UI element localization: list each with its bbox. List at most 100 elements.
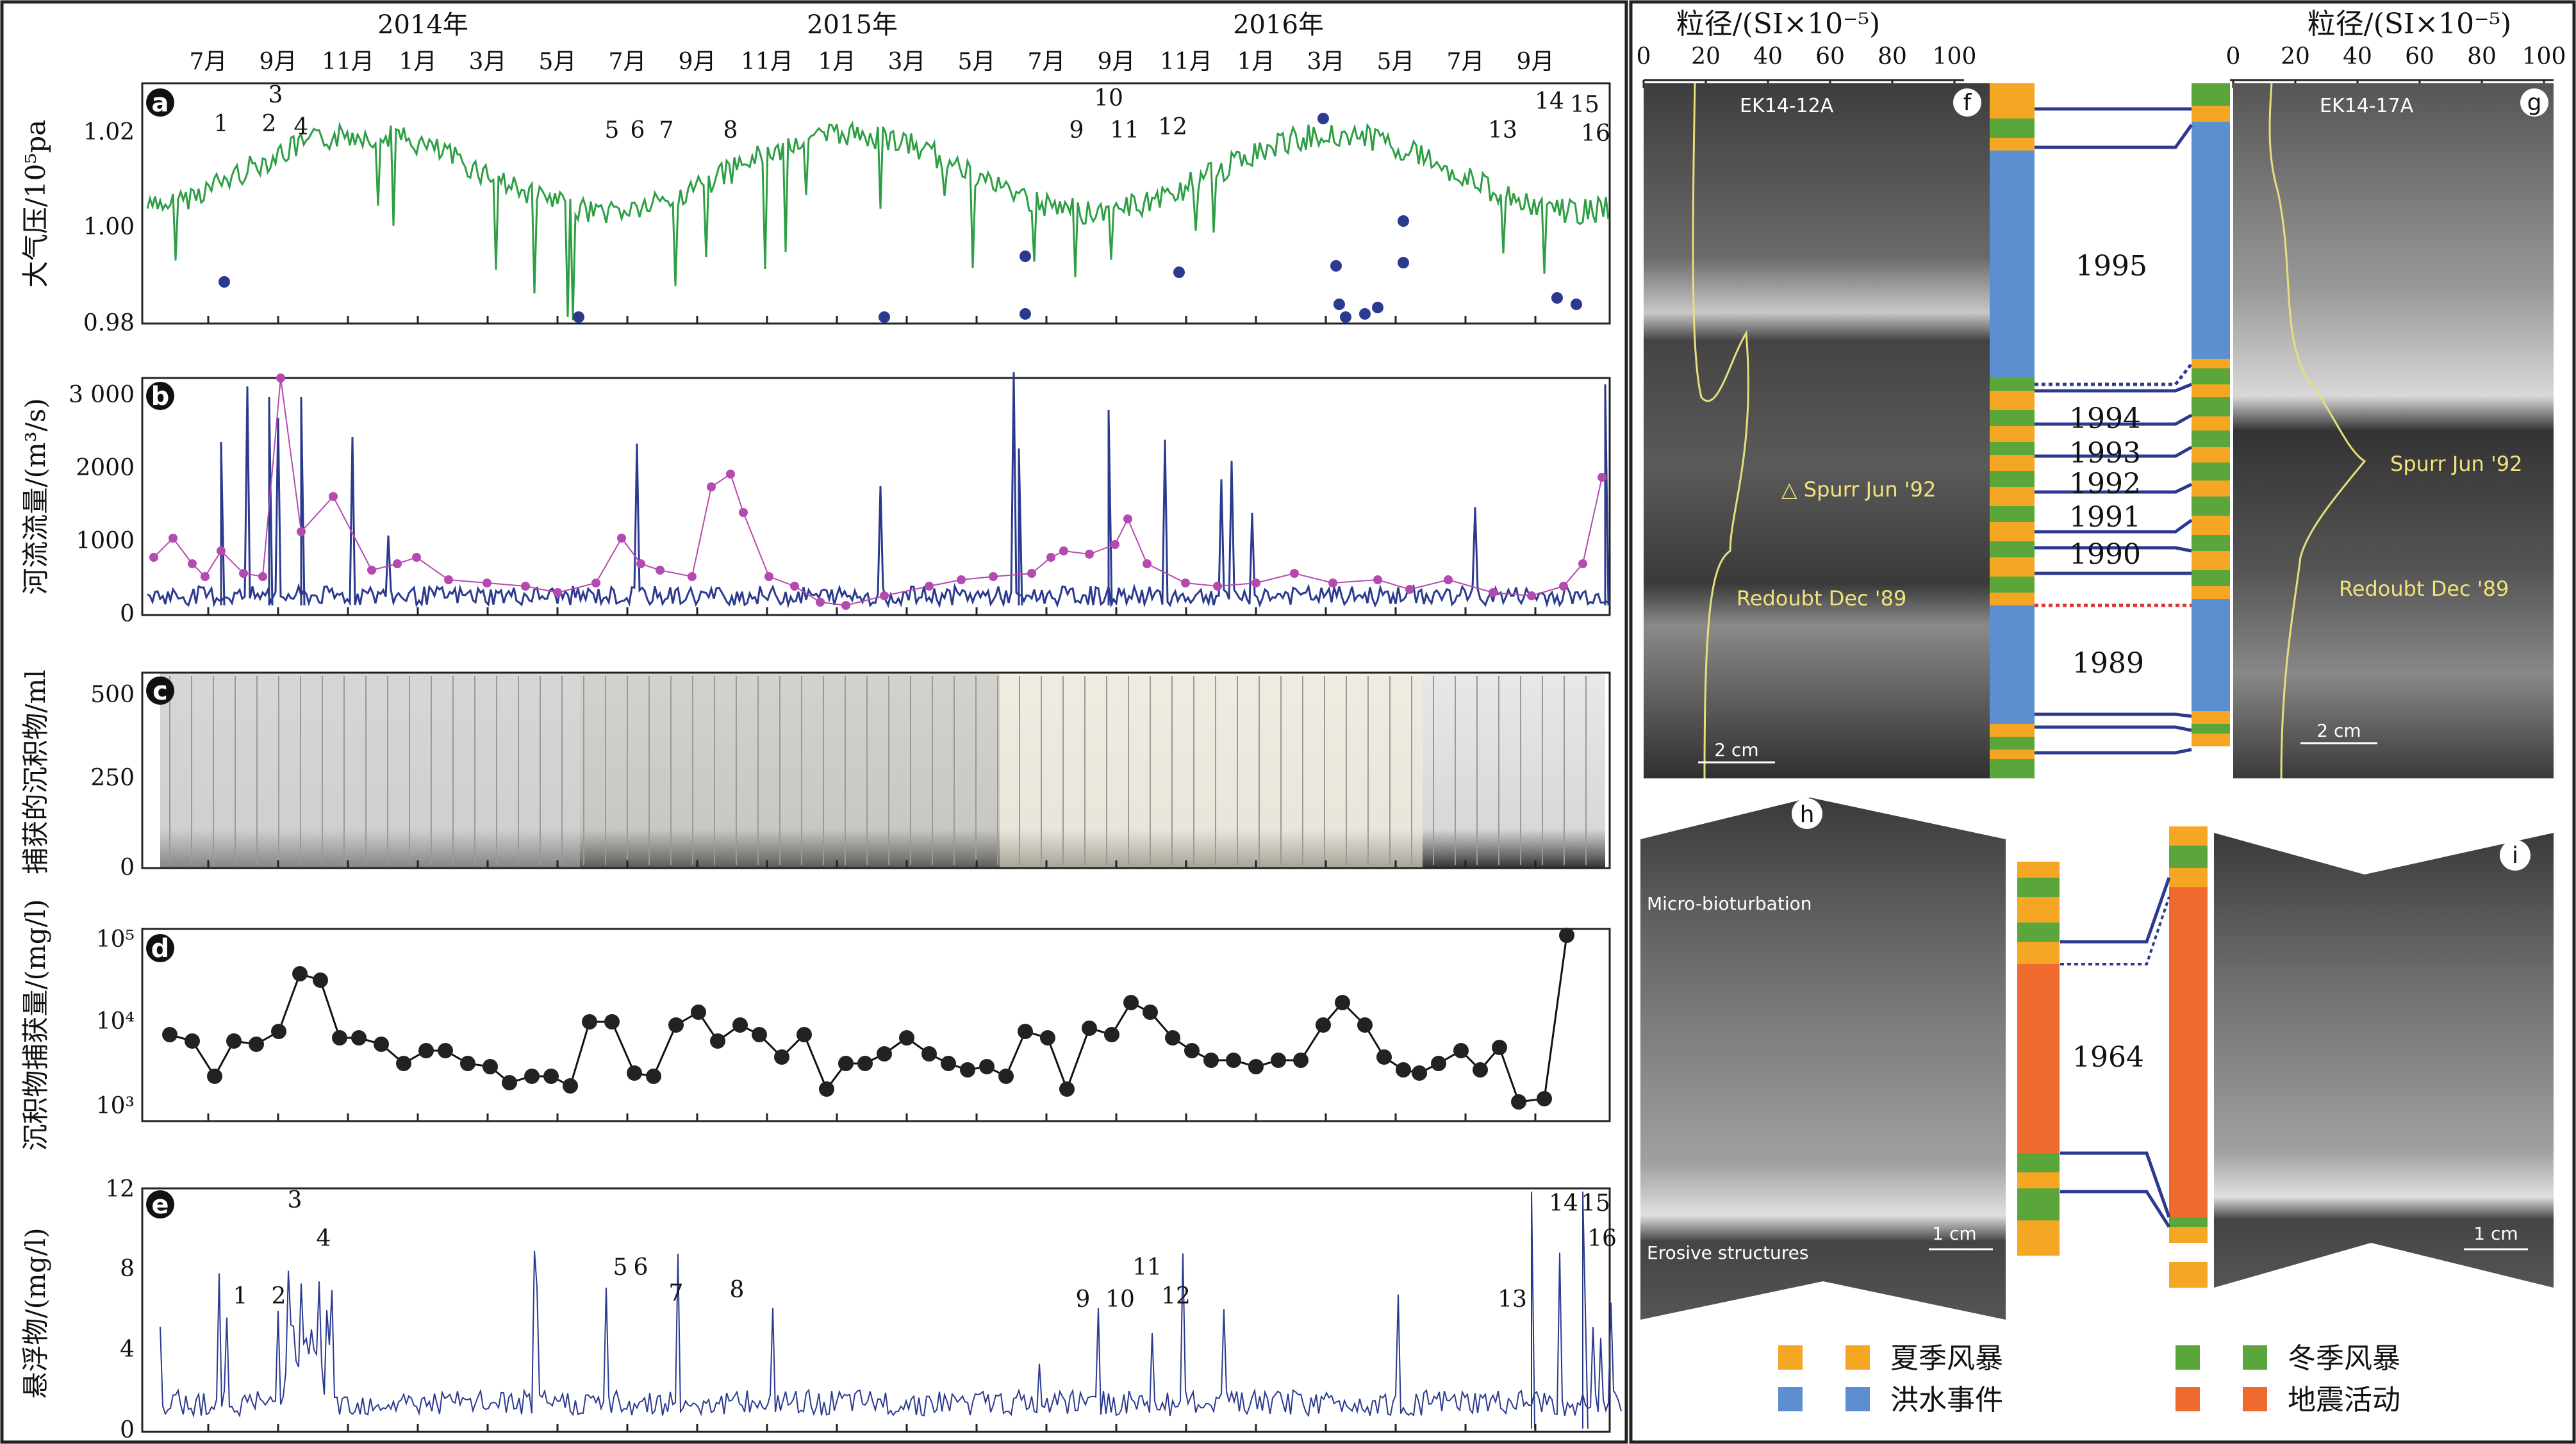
- grain-ticks: 0 0 20 20 40 40 60 60 80 80 100 100: [1637, 44, 2566, 88]
- svg-text:16: 16: [1587, 1226, 1617, 1252]
- svg-text:1: 1: [214, 111, 229, 137]
- pressure-series: [146, 120, 1610, 321]
- svg-text:EK14-12A: EK14-12A: [1740, 95, 1834, 117]
- svg-text:1964: 1964: [2072, 1041, 2144, 1074]
- month-label: 3月: [1307, 49, 1345, 75]
- svg-text:100: 100: [1933, 44, 1977, 70]
- svg-text:15: 15: [1570, 92, 1599, 118]
- svg-text:Erosive structures: Erosive structures: [1647, 1242, 1808, 1263]
- event-bar-g: [2192, 83, 2230, 746]
- svg-text:5: 5: [613, 1254, 628, 1281]
- svg-text:16: 16: [1581, 120, 1610, 147]
- month-label: 5月: [1377, 49, 1415, 75]
- svg-text:h: h: [1800, 801, 1815, 828]
- svg-text:g: g: [2527, 90, 2542, 116]
- pressure-dots: [219, 113, 1582, 323]
- svg-text:12: 12: [1161, 1283, 1191, 1309]
- panel-a: a 大气压/10⁵pa 1.02 1.00 0.98 1 234 5 6 7 8 91011…: [20, 82, 1611, 336]
- svg-text:1 cm: 1 cm: [1932, 1223, 1976, 1244]
- svg-text:1.00: 1.00: [83, 214, 135, 240]
- svg-text:6: 6: [631, 117, 645, 144]
- svg-text:c: c: [153, 677, 168, 706]
- svg-text:f: f: [1963, 90, 1972, 116]
- left-frame: [0, 0, 1628, 1444]
- svg-text:13: 13: [1488, 117, 1517, 144]
- svg-text:10³: 10³: [96, 1093, 135, 1119]
- legend-winter: 冬季风暴: [2288, 1342, 2400, 1375]
- svg-text:Spurr Jun '92: Spurr Jun '92: [2390, 452, 2523, 476]
- svg-text:1992: 1992: [2069, 468, 2141, 500]
- svg-text:1995: 1995: [2076, 250, 2147, 283]
- svg-text:9: 9: [1069, 117, 1084, 144]
- svg-text:500: 500: [90, 682, 135, 708]
- month-label: 1月: [818, 49, 856, 75]
- month-label: 3月: [888, 49, 926, 75]
- svg-text:1 cm: 1 cm: [2473, 1223, 2518, 1244]
- svg-text:6: 6: [634, 1254, 648, 1281]
- month-label: 7月: [609, 49, 647, 75]
- svg-text:7: 7: [669, 1280, 684, 1306]
- trap-series: [169, 935, 1568, 1103]
- svg-text:40: 40: [2343, 44, 2372, 70]
- svg-text:10: 10: [1094, 85, 1123, 111]
- month-labels: 7月 9月 11月 1月 3月 5月 7月 9月 11月 1月 3月 5月 7月 9月 11月 1月 3月 5月 7…: [190, 49, 1555, 75]
- month-label: 9月: [679, 49, 716, 75]
- month-label: 3月: [469, 49, 507, 75]
- month-label: 7月: [1447, 49, 1485, 75]
- ssc-dots: [149, 373, 1606, 610]
- svg-text:7: 7: [659, 117, 674, 144]
- svg-text:8: 8: [730, 1277, 745, 1303]
- svg-text:i: i: [2512, 842, 2518, 869]
- svg-text:2 cm: 2 cm: [2316, 720, 2361, 741]
- svg-text:1993: 1993: [2069, 437, 2141, 470]
- month-label: 11月: [741, 49, 793, 75]
- svg-text:a: a: [152, 88, 169, 118]
- svg-text:9: 9: [1076, 1286, 1091, 1313]
- month-label: 11月: [1160, 49, 1212, 75]
- svg-text:20: 20: [2281, 44, 2310, 70]
- svg-text:0.98: 0.98: [83, 310, 135, 336]
- svg-text:1990: 1990: [2069, 538, 2141, 571]
- svg-text:250: 250: [90, 765, 135, 791]
- svg-text:100: 100: [2522, 44, 2566, 70]
- legend-flood: 洪水事件: [1890, 1384, 2003, 1416]
- svg-text:d: d: [151, 934, 170, 964]
- svg-text:80: 80: [1878, 44, 1907, 70]
- month-label: 1月: [399, 49, 437, 75]
- svg-text:8: 8: [723, 117, 738, 144]
- svg-text:4: 4: [294, 114, 309, 140]
- month-label: 9月: [260, 49, 297, 75]
- svg-text:8: 8: [120, 1256, 135, 1282]
- legend-summer: 夏季风暴: [1890, 1342, 2003, 1375]
- svg-text:1000: 1000: [76, 528, 135, 554]
- svg-text:2: 2: [272, 1283, 286, 1309]
- svg-text:12: 12: [105, 1176, 135, 1202]
- grain-axis-label-right: 粒径/(SI×10⁻⁵): [2308, 8, 2511, 40]
- event-bar-h: [2017, 862, 2060, 1256]
- month-label: 1月: [1237, 49, 1275, 75]
- right-frame: [1629, 0, 2576, 1444]
- core-f-photo: [1644, 83, 1990, 778]
- ylabel-a: 大气压/10⁵pa: [20, 120, 51, 288]
- svg-text:3: 3: [288, 1187, 302, 1213]
- year-label-2014: 2014年: [377, 10, 468, 40]
- svg-text:Redoubt Dec '89: Redoubt Dec '89: [2339, 577, 2509, 601]
- legend: 夏季风暴 洪水事件 冬季风暴 地震活动: [1778, 1342, 2400, 1416]
- svg-text:2000: 2000: [76, 455, 135, 481]
- event-bar-f: [1990, 83, 2035, 778]
- svg-text:0: 0: [2226, 44, 2241, 70]
- svg-text:0: 0: [120, 855, 135, 881]
- core-h-photo: [1640, 798, 2006, 1320]
- month-label: 9月: [1517, 49, 1555, 75]
- month-label: 11月: [322, 49, 374, 75]
- svg-text:14: 14: [1535, 88, 1564, 115]
- svg-text:60: 60: [2405, 44, 2434, 70]
- svg-text:EK14-17A: EK14-17A: [2320, 95, 2414, 117]
- svg-text:11: 11: [1110, 117, 1139, 144]
- svg-text:15: 15: [1581, 1190, 1610, 1217]
- suspended-series: [160, 1191, 1622, 1429]
- svg-text:2: 2: [262, 111, 277, 137]
- ylabel-d: 沉积物捕获量/(mg/l): [20, 899, 51, 1151]
